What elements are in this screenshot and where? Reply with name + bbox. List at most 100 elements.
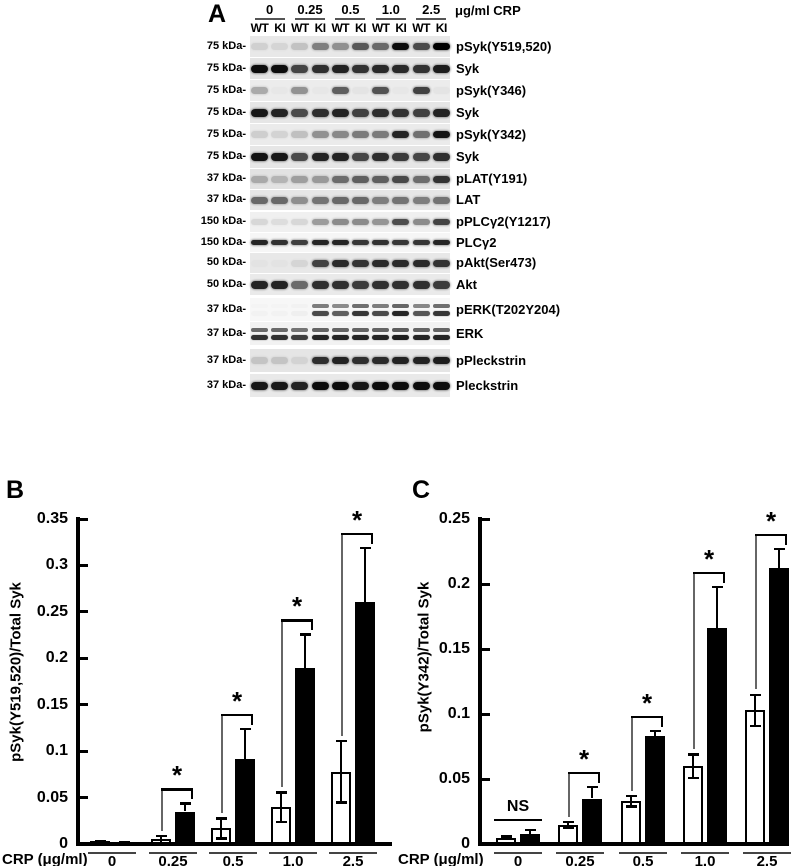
blot-band (311, 196, 329, 204)
blot-band (372, 175, 390, 183)
blot-band (311, 175, 329, 183)
sig-bracket-top (221, 713, 253, 717)
kda-label: 37 kDa- (206, 353, 246, 366)
blot-band (352, 131, 369, 138)
y-tick-label: 0.15 (438, 640, 470, 657)
blot-band (412, 87, 430, 94)
blot-band (412, 153, 430, 161)
error-bar-cap (524, 828, 536, 832)
kda-label: 75 kDa- (206, 150, 246, 162)
blot-band (251, 357, 268, 364)
sig-bracket-top (281, 619, 313, 622)
blot-band (412, 240, 430, 245)
blot-band (372, 87, 390, 94)
blot-band (372, 196, 390, 204)
x-axis-title: CRP (μg/ml) (2, 851, 88, 866)
error-bar-line (339, 740, 343, 803)
blot-band (352, 327, 369, 332)
blot-band (392, 310, 410, 316)
group-underline (329, 852, 377, 854)
dose-label: 2.5 (422, 2, 441, 17)
bar-wt (745, 710, 765, 844)
blot-band (291, 240, 309, 245)
protein-label: pERK(T202Y204) (456, 301, 561, 317)
protein-label: Syk (456, 60, 480, 76)
blot-band (412, 108, 430, 117)
sig-star: * (703, 543, 715, 574)
protein-label: pSyk(Y346) (456, 82, 527, 98)
protein-label: pSyk(Y519,520) (456, 38, 552, 54)
error-bar-line (528, 829, 532, 834)
error-bar-cap (155, 842, 167, 845)
panel-c-label: C (412, 476, 431, 504)
blot-band (352, 310, 369, 316)
blot-band (271, 357, 289, 364)
dose-label: 0.5 (341, 2, 360, 17)
blot-band (331, 219, 349, 225)
blot-band (291, 64, 309, 73)
blot-band (372, 131, 390, 138)
error-bar-line (243, 728, 247, 759)
blot-band (372, 280, 390, 289)
kda-label: 50 kDa- (206, 256, 246, 268)
blot-band (352, 153, 369, 161)
x-axis-title: CRP (μg/ml) (398, 851, 484, 866)
bar-ki (582, 798, 602, 844)
blot-band (372, 327, 390, 332)
blot-strip (250, 169, 450, 189)
blot-band (352, 219, 369, 225)
lane-label: WT (412, 21, 430, 35)
lane-label: KI (395, 21, 407, 35)
lane-label: KI (314, 21, 327, 35)
blot-band (392, 303, 410, 308)
group-underline (619, 852, 667, 854)
blot-band (392, 175, 410, 183)
blot-band (251, 87, 268, 94)
y-tick (80, 610, 88, 614)
y-tick (482, 712, 490, 716)
blot-band (331, 357, 349, 364)
blot-band (311, 327, 329, 332)
y-tick (80, 656, 88, 660)
kda-label: 37 kDa- (206, 193, 246, 205)
protein-label: pLAT(Y191) (456, 171, 528, 186)
y-tick (482, 647, 490, 651)
blot-band (271, 131, 289, 138)
blot-band (271, 304, 288, 308)
x-category-label: 0 (107, 853, 117, 866)
blot-band (412, 357, 430, 364)
sig-star: * (578, 743, 590, 774)
blot-band (291, 153, 309, 161)
error-bar-line (363, 547, 367, 602)
y-tick-label: 0.2 (447, 575, 470, 592)
y-tick (80, 563, 88, 567)
blot-strip (250, 233, 450, 252)
y-tick-label: 0.35 (36, 510, 68, 527)
protein-label: pPleckstrin (456, 352, 527, 368)
blot-band (311, 240, 329, 245)
blot-band (352, 240, 369, 245)
blot-band (271, 87, 288, 94)
blot-band (311, 108, 329, 117)
blot-band (291, 357, 309, 364)
kda-label: 75 kDa- (206, 39, 246, 52)
blot-band (372, 303, 390, 308)
blot-strip (250, 124, 450, 145)
protein-label: Pleckstrin (456, 377, 519, 393)
sig-bracket-right (784, 533, 787, 545)
blot-band (432, 280, 450, 289)
blot-band (271, 327, 289, 332)
error-bar-cap (625, 794, 637, 798)
sig-star: * (765, 505, 777, 536)
kda-label: 75 kDa- (206, 83, 246, 96)
error-bar-line (590, 786, 594, 799)
blot-band (271, 280, 289, 289)
sig-bracket-left (631, 715, 633, 791)
protein-label: Syk (456, 104, 480, 120)
blot-strip (250, 190, 450, 210)
blot-band (271, 260, 288, 267)
blot-band (392, 219, 410, 225)
lane-label: KI (355, 21, 367, 35)
group-underline (88, 852, 136, 854)
error-bar-cap (94, 842, 106, 845)
